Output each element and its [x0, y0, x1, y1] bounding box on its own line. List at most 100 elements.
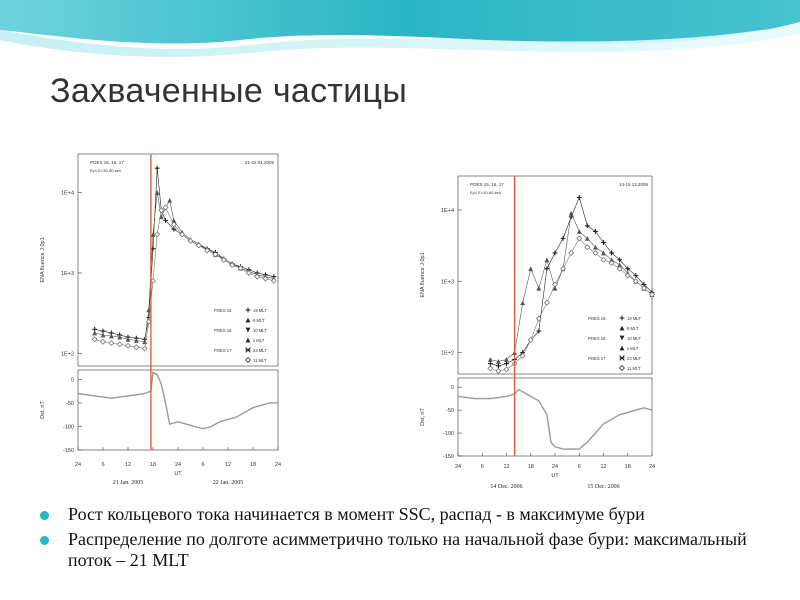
data-point [245, 270, 252, 276]
y-axis-label-dst: Dst, nT [420, 408, 426, 426]
x-tick-label: 12 [503, 464, 509, 470]
y-tick-label-bottom: 0 [451, 385, 454, 391]
data-point [171, 226, 177, 232]
data-point [608, 260, 615, 267]
y-tick-label-top: 1E+3 [441, 279, 454, 285]
data-point [141, 345, 148, 352]
data-point [229, 262, 236, 269]
data-point [560, 265, 567, 272]
data-point [544, 257, 550, 263]
legend-marker [245, 317, 251, 323]
data-point [254, 273, 261, 280]
dst-curve [457, 388, 653, 450]
fluence-series-line [94, 168, 274, 340]
data-point [487, 365, 494, 372]
legend-marker [245, 337, 251, 343]
legend-item-label: x MLT [627, 346, 639, 351]
legend-marker [245, 347, 251, 353]
y-tick-label-bottom: -50 [66, 401, 74, 407]
data-point [560, 235, 566, 241]
legend-item-label: 11 MLT [253, 358, 267, 363]
legend-item-label: 11 MLT [627, 366, 641, 371]
dst-plot-frame [457, 377, 653, 457]
legend-item-label: 23 MLT [627, 356, 641, 361]
x-tick-label: 18 [150, 462, 156, 468]
data-point [640, 285, 647, 292]
data-point [108, 333, 114, 339]
data-point [270, 277, 277, 284]
x-tick-label: 24 [455, 464, 461, 470]
x-tick-label: 18 [250, 462, 256, 468]
x-axis-label: UT [174, 471, 182, 477]
x-tick-label: 24 [649, 464, 655, 470]
x-tick-label: 18 [625, 464, 631, 470]
x-tick-label: 12 [225, 462, 231, 468]
data-point [624, 272, 631, 279]
data-point [536, 328, 542, 334]
data-point [552, 250, 558, 256]
data-point [125, 336, 131, 342]
x-axis-label: UT [551, 473, 559, 479]
data-point [162, 204, 169, 211]
bullet-dot-icon [40, 511, 49, 520]
data-point [576, 229, 582, 234]
date-label-day2: 22 Jan. 2005 [213, 480, 244, 486]
data-point [262, 275, 269, 282]
data-point [150, 232, 156, 237]
data-point [633, 273, 639, 279]
data-point [568, 249, 575, 256]
x-tick-label: 12 [125, 462, 131, 468]
y-tick-label-top: 1E+2 [61, 352, 74, 358]
data-point [100, 338, 106, 345]
data-point [519, 352, 526, 359]
legend-item-label: 19 MLT [253, 308, 267, 313]
data-point [592, 249, 599, 256]
data-point [495, 368, 502, 375]
data-point [170, 221, 177, 228]
data-point [158, 207, 165, 214]
x-tick-label: 24 [75, 462, 81, 468]
data-point [543, 299, 550, 306]
date-label-day2: 15 Dec. 2006 [587, 484, 619, 490]
top-plot-frame [457, 175, 653, 375]
x-tick-label: 6 [481, 464, 484, 470]
x-tick-label: 24 [175, 462, 181, 468]
legend-item-label: 8 MLT [253, 318, 265, 323]
data-point [204, 247, 211, 254]
storm-chart-jan-2005: POES 15, 16, 17 Ep1 E>30-80 keV 21-22.01.2… [40, 153, 281, 486]
bullet-text: Рост кольцевого тока начинается в момент… [68, 504, 645, 524]
data-point [584, 235, 590, 241]
data-point [92, 330, 98, 336]
data-point [187, 237, 194, 244]
data-point [195, 242, 202, 249]
y-axis-label-dst: Dst, nT [40, 401, 46, 419]
data-point [496, 363, 501, 369]
y-tick-label-top: 1E+4 [441, 208, 454, 214]
y-tick-label-bottom: -150 [63, 448, 74, 454]
data-point [617, 262, 623, 268]
x-tick-label: 18 [528, 464, 534, 470]
data-point [584, 244, 591, 251]
legend-marker [619, 365, 625, 371]
fluence-series-line [94, 207, 274, 349]
data-point [116, 341, 123, 348]
legend-marker [619, 335, 625, 341]
data-point [496, 359, 501, 364]
data-point [212, 251, 219, 258]
data-point [163, 217, 168, 223]
x-tick-label: 12 [600, 464, 606, 470]
legend-marker [245, 307, 251, 313]
data-point [625, 266, 631, 272]
data-point [91, 336, 98, 343]
data-point [527, 337, 534, 343]
y-tick-label-bottom: -50 [446, 408, 454, 414]
data-point [552, 281, 558, 288]
bullet-item: Рост кольцевого тока начинается в момент… [30, 504, 790, 525]
data-point [632, 278, 639, 285]
data-point [535, 315, 542, 322]
y-tick-label-top: 1E+4 [61, 190, 74, 196]
y-tick-label-bottom: -150 [443, 454, 454, 460]
data-point [237, 265, 244, 272]
bullet-list: Рост кольцевого тока начинается в момент… [30, 504, 790, 575]
legend-item-label: 10 MLT [253, 328, 267, 333]
